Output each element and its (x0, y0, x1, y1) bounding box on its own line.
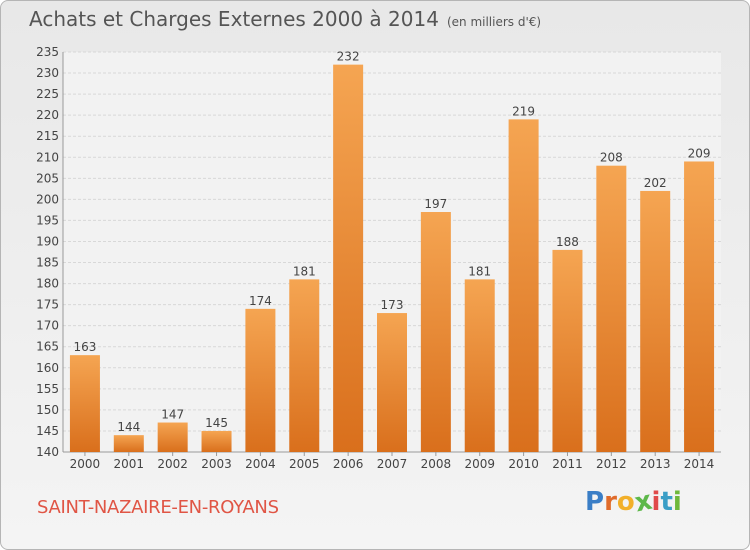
data-label-2005: 181 (293, 264, 316, 278)
x-tick-label-2009: 2009 (464, 457, 495, 471)
y-tick-label: 190 (36, 234, 59, 248)
bar-2002 (157, 422, 188, 452)
data-label-2006: 232 (337, 50, 360, 64)
logo-letter: r (604, 487, 617, 517)
bar-2014 (684, 161, 715, 452)
data-label-2008: 197 (424, 197, 447, 211)
y-tick-label: 220 (36, 108, 59, 122)
bar-2012 (596, 165, 627, 452)
x-tick-label-2012: 2012 (596, 457, 627, 471)
x-tick-label-2008: 2008 (421, 457, 452, 471)
y-tick-label: 140 (36, 445, 59, 459)
y-tick-label: 195 (36, 213, 59, 227)
x-tick-label-2014: 2014 (684, 457, 715, 471)
data-label-2007: 173 (381, 298, 404, 312)
data-label-2000: 163 (73, 340, 96, 354)
bar-2009 (464, 279, 495, 452)
y-tick-label: 160 (36, 361, 59, 375)
y-tick-label: 180 (36, 277, 59, 291)
bar-2003 (201, 430, 232, 452)
logo-letter: i (672, 487, 682, 517)
data-label-2010: 219 (512, 104, 535, 118)
y-tick-label: 210 (36, 150, 59, 164)
data-label-2009: 181 (468, 264, 491, 278)
x-tick-label-2003: 2003 (201, 457, 232, 471)
x-tick-label-2000: 2000 (70, 457, 101, 471)
chart-title: Achats et Charges Externes 2000 à 2014 (e… (29, 7, 541, 31)
y-tick-label: 150 (36, 403, 59, 417)
y-tick-label: 185 (36, 256, 59, 270)
chart-title-text: Achats et Charges Externes 2000 à 2014 (29, 7, 439, 31)
x-tick-label-2007: 2007 (377, 457, 408, 471)
x-tick-label-2004: 2004 (245, 457, 276, 471)
data-label-2013: 202 (644, 176, 667, 190)
y-tick-label: 230 (36, 66, 59, 80)
y-tick-label: 175 (36, 298, 59, 312)
y-tick-label: 215 (36, 129, 59, 143)
x-tick-label-2005: 2005 (289, 457, 320, 471)
x-tick-label-2001: 2001 (114, 457, 145, 471)
x-tick-label-2002: 2002 (157, 457, 188, 471)
data-label-2002: 147 (161, 408, 184, 422)
bar-2000 (69, 355, 100, 452)
data-label-2014: 209 (688, 146, 711, 160)
x-tick-label-2011: 2011 (552, 457, 583, 471)
bar-2013 (640, 190, 671, 452)
y-tick-label: 170 (36, 319, 59, 333)
data-label-2001: 144 (117, 420, 140, 434)
bar-2011 (552, 249, 583, 452)
bar-chart: 1401451501551601651701751801851901952002… (36, 45, 721, 471)
logo-letter: t (660, 487, 673, 517)
bar-2006 (333, 64, 364, 452)
logo-letter: P (585, 487, 605, 517)
proxiti-logo: Proxiti (585, 486, 682, 519)
data-label-2004: 174 (249, 294, 272, 308)
x-tick-label-2010: 2010 (508, 457, 539, 471)
bar-2008 (420, 212, 451, 452)
logo-letter: i (651, 487, 661, 517)
bar-2005 (289, 279, 320, 452)
logo-letter: o (616, 487, 635, 517)
y-tick-label: 235 (36, 45, 59, 59)
bar-2001 (113, 435, 144, 452)
data-label-2011: 188 (556, 235, 579, 249)
bar-2007 (377, 313, 407, 452)
commune-name: SAINT-NAZAIRE-EN-ROYANS (37, 497, 279, 518)
y-tick-label: 145 (36, 424, 59, 438)
chart-unit-label: (en milliers d'€) (446, 15, 542, 29)
bar-2004 (245, 308, 276, 452)
y-tick-label: 165 (36, 340, 59, 354)
y-tick-label: 200 (36, 192, 59, 206)
y-tick-label: 205 (36, 171, 59, 185)
y-tick-label: 225 (36, 87, 59, 101)
data-label-2012: 208 (600, 151, 623, 165)
bar-2010 (508, 119, 539, 453)
y-tick-label: 155 (36, 382, 59, 396)
x-tick-label-2006: 2006 (333, 457, 364, 471)
data-label-2003: 145 (205, 416, 228, 430)
x-tick-label-2013: 2013 (640, 457, 671, 471)
